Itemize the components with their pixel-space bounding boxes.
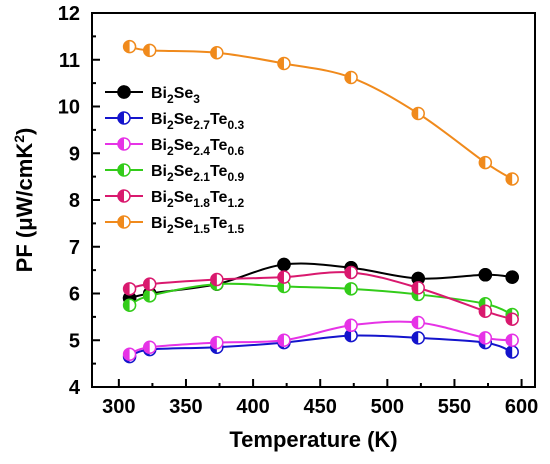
data-point [411, 106, 425, 121]
series-layer [122, 39, 519, 364]
plot-axes: 300 350 400 450 500 550 600 4 5 6 7 8 9 10 11 12 [58, 3, 539, 418]
legend-marker [117, 137, 131, 151]
data-point [505, 270, 519, 284]
y-tick-label: 8 [69, 190, 80, 212]
data-point [210, 45, 224, 60]
y-tick-label: 12 [58, 3, 80, 25]
x-tick-label: 600 [505, 396, 538, 418]
series-line [129, 262, 513, 300]
legend: Bi2Se3 Bi2Se2.7Te0.3 Bi2Se2.4Te0.6 Bi2Se2.1… [105, 85, 244, 236]
x-tick-label: 450 [304, 396, 337, 418]
legend-entry: Bi2Se1.5Te1.5 [105, 215, 244, 236]
data-point [478, 268, 493, 282]
data-point [344, 70, 358, 85]
data-point [210, 272, 224, 287]
legend-marker [117, 163, 131, 177]
data-point [277, 257, 291, 272]
y-tick-label: 4 [69, 377, 81, 399]
data-point [142, 289, 157, 303]
data-point [411, 271, 425, 286]
y-tick-label: 5 [69, 330, 80, 352]
data-point [210, 335, 224, 350]
y-tick-label: 11 [59, 50, 80, 72]
legend-entry: Bi2Se2.7Te0.3 [105, 111, 244, 132]
legend-entry: Bi2Se2.4Te0.6 [105, 137, 244, 158]
data-point [478, 331, 493, 345]
series-2 [122, 328, 519, 364]
x-tick-label: 400 [236, 396, 269, 418]
data-point [505, 172, 519, 186]
data-point [344, 265, 358, 280]
legend-entry: Bi2Se2.1Te0.9 [105, 163, 244, 184]
series-line [129, 282, 513, 316]
data-point [411, 281, 425, 295]
y-tick-label: 10 [58, 97, 80, 119]
series-4 [122, 277, 519, 322]
data-point [122, 282, 137, 296]
y-axis-title: PF (μW/cmK2) [11, 128, 37, 273]
data-point [411, 331, 425, 345]
y-tick-label: 7 [69, 237, 80, 259]
legend-entry: Bi2Se1.8Te1.2 [105, 189, 244, 210]
data-point [344, 282, 358, 296]
x-tick-label: 500 [371, 396, 404, 418]
legend-label: Bi2Se1.5Te1.5 [151, 215, 244, 236]
data-point [122, 39, 137, 54]
data-point [344, 318, 358, 333]
data-point [505, 312, 519, 326]
x-tick-label: 350 [169, 396, 202, 418]
data-point [142, 277, 157, 291]
series-5 [122, 265, 519, 326]
series-6 [122, 39, 519, 186]
x-tick-label: 300 [102, 396, 135, 418]
data-point [478, 155, 493, 170]
data-point [277, 56, 291, 71]
legend-marker [117, 215, 131, 229]
data-point [478, 304, 493, 319]
data-point [142, 340, 157, 355]
data-point [277, 270, 291, 284]
legend-marker [117, 111, 131, 125]
data-point [142, 43, 157, 58]
data-point [122, 298, 137, 312]
x-axis-title: Temperature (K) [229, 427, 397, 452]
series-line [129, 45, 513, 180]
series-line [129, 271, 513, 321]
x-tick-label: 550 [438, 396, 471, 418]
series-line [129, 320, 513, 356]
data-point [505, 333, 519, 347]
series-3 [122, 315, 519, 362]
legend-label: Bi2Se2.1Te0.9 [151, 163, 244, 184]
series-line [129, 334, 513, 358]
data-point [505, 345, 519, 359]
legend-entry: Bi2Se3 [105, 85, 200, 106]
data-point [277, 333, 291, 347]
data-point [411, 315, 425, 330]
legend-label: Bi2Se1.8Te1.2 [151, 189, 244, 210]
legend-label: Bi2Se3 [151, 85, 200, 106]
legend-label: Bi2Se2.4Te0.6 [151, 137, 244, 158]
legend-marker [117, 189, 131, 203]
y-tick-label: 9 [69, 143, 80, 165]
legend-marker [117, 85, 131, 99]
y-tick-label: 6 [69, 284, 80, 306]
data-point [122, 347, 137, 362]
legend-label: Bi2Se2.7Te0.3 [151, 111, 244, 132]
